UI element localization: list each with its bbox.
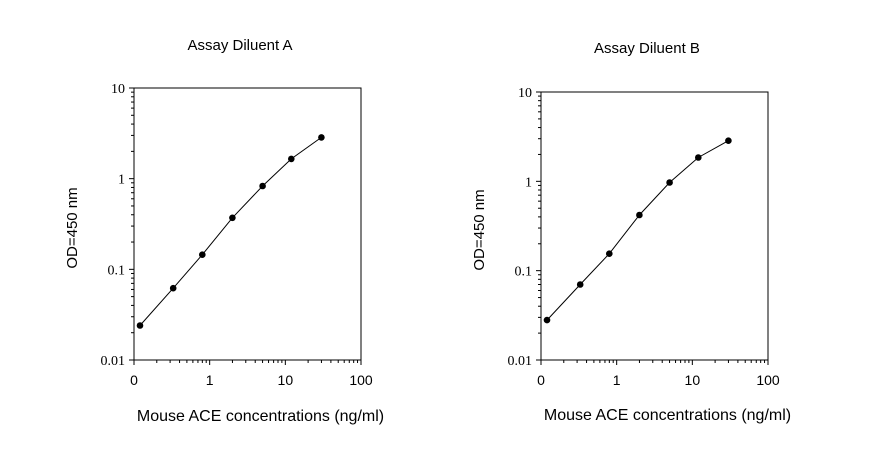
x-tick-label: 1 (206, 372, 214, 388)
x-tick-label: 100 (349, 372, 373, 388)
x-tick-label: 0 (130, 372, 138, 388)
x-tick-label: 10 (685, 372, 701, 388)
y-tick-label: 0.01 (101, 354, 126, 369)
x-tick-label: 0 (537, 372, 545, 388)
y-tick-label: 1 (525, 175, 532, 190)
chart-title: Assay Diluent A (187, 37, 292, 54)
plot-frame (133, 87, 362, 361)
data-point (288, 155, 295, 163)
y-tick-label: 1 (118, 173, 125, 188)
x-tick-label: 100 (756, 372, 780, 388)
x-axis-label: Mouse ACE concentrations (ng/ml) (544, 407, 791, 424)
data-point (136, 322, 144, 329)
x-axis-label: Mouse ACE concentrations (ng/ml) (137, 408, 384, 425)
data-point (318, 134, 325, 141)
data-point (606, 250, 613, 257)
series-line (546, 140, 729, 321)
chart-title: Assay Diluent B (594, 40, 700, 57)
y-tick-label: 10 (518, 86, 532, 101)
chart-2: Assay Diluent B 10 1 0.1 0.01 0 1 10 100 Mouse AC… (471, 40, 791, 424)
data-point (695, 154, 702, 161)
y-tick-label: 0.01 (508, 354, 533, 369)
y-tick-label: 10 (111, 82, 125, 97)
data-point (636, 211, 643, 219)
data-point (199, 251, 206, 258)
data-point (229, 214, 236, 222)
data-point (259, 182, 266, 190)
data-point (543, 316, 551, 324)
y-tick-label: 0.1 (108, 263, 126, 278)
chart-1: Assay Diluent A 10 1 0.1 0.01 0 1 10 100 Mouse AC… (64, 37, 384, 425)
series-line (139, 136, 322, 326)
x-tick-label: 1 (613, 372, 621, 388)
data-point (666, 179, 673, 186)
data-point (169, 284, 177, 292)
x-tick-label: 10 (278, 372, 294, 388)
data-point (576, 281, 584, 288)
y-tick-label: 0.1 (515, 265, 533, 280)
y-axis-label: OD=450 nm (64, 187, 81, 268)
y-axis-label: OD=450 nm (471, 189, 488, 270)
data-point (725, 137, 732, 144)
plot-frame (540, 91, 769, 361)
